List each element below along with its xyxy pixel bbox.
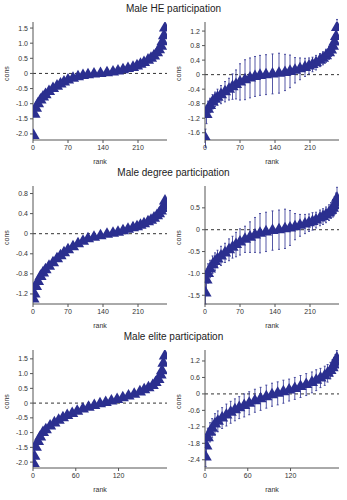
svg-text:210: 210 (132, 144, 144, 151)
svg-text:0.4: 0.4 (18, 210, 28, 217)
svg-text:0: 0 (203, 472, 207, 479)
svg-text:0.8: 0.8 (190, 42, 200, 49)
svg-text:-2.4: -2.4 (188, 456, 200, 463)
svg-text:rank: rank (265, 158, 279, 164)
svg-text:-1.0: -1.0 (16, 429, 28, 436)
svg-text:0: 0 (24, 400, 28, 407)
svg-text:70: 70 (64, 144, 72, 151)
svg-text:0: 0 (203, 144, 207, 151)
svg-text:rank: rank (93, 486, 107, 492)
svg-text:0: 0 (24, 70, 28, 77)
svg-text:1.2: 1.2 (190, 28, 200, 35)
svg-text:-0.4: -0.4 (16, 250, 28, 257)
svg-text:cons: cons (8, 230, 10, 245)
svg-text:0: 0 (196, 226, 200, 233)
svg-text:-0.4: -0.4 (188, 86, 200, 93)
svg-text:60: 60 (72, 472, 80, 479)
svg-text:1.0: 1.0 (18, 370, 28, 377)
svg-text:-0.5: -0.5 (16, 414, 28, 421)
svg-text:70: 70 (64, 308, 72, 315)
svg-text:0: 0 (31, 144, 35, 151)
svg-text:cons: cons (175, 394, 182, 409)
svg-text:70: 70 (236, 308, 244, 315)
svg-text:0.6: 0.6 (190, 374, 200, 381)
svg-text:-1.6: -1.6 (188, 129, 200, 136)
svg-text:-1.2: -1.2 (188, 115, 200, 122)
svg-text:-1.5: -1.5 (188, 292, 200, 299)
svg-text:1.0: 1.0 (18, 40, 28, 47)
svg-text:1.5: 1.5 (18, 355, 28, 362)
svg-text:-0.5: -0.5 (16, 85, 28, 92)
svg-text:-0.8: -0.8 (16, 270, 28, 277)
svg-text:-1.5: -1.5 (16, 444, 28, 451)
svg-text:-1.2: -1.2 (188, 423, 200, 430)
svg-text:-2.0: -2.0 (16, 459, 28, 466)
svg-text:0: 0 (24, 230, 28, 237)
html-text:Male elite participation: Male elite participation (123, 331, 224, 342)
svg-text:1.5: 1.5 (18, 25, 28, 32)
svg-text:cons: cons (8, 394, 10, 409)
svg-text:-1.0: -1.0 (188, 270, 200, 277)
svg-text:140: 140 (269, 144, 281, 151)
svg-text:0.5: 0.5 (18, 55, 28, 62)
svg-text:140: 140 (97, 144, 109, 151)
svg-text:rank: rank (93, 158, 107, 164)
svg-text:cons: cons (175, 230, 182, 245)
svg-text:-0.5: -0.5 (188, 248, 200, 255)
svg-text:-0.8: -0.8 (188, 100, 200, 107)
svg-text:0: 0 (196, 390, 200, 397)
svg-text:-1.2: -1.2 (16, 290, 28, 297)
html-text:Male HE participation: Male HE participation (126, 3, 221, 14)
svg-text:0: 0 (31, 472, 35, 479)
svg-text:-1.8: -1.8 (188, 440, 200, 447)
svg-text:120: 120 (285, 472, 297, 479)
svg-text:0.4: 0.4 (190, 57, 200, 64)
svg-text:210: 210 (132, 308, 144, 315)
svg-text:210: 210 (304, 308, 316, 315)
svg-text:0: 0 (31, 308, 35, 315)
svg-text:-2.0: -2.0 (16, 130, 28, 137)
svg-text:rank: rank (93, 322, 107, 328)
svg-text:0.8: 0.8 (18, 190, 28, 197)
svg-text:140: 140 (97, 308, 109, 315)
svg-text:0.5: 0.5 (190, 204, 200, 211)
svg-text:-1.5: -1.5 (16, 115, 28, 122)
svg-text:1.2: 1.2 (190, 357, 200, 364)
svg-text:0: 0 (196, 71, 200, 78)
svg-text:-1.0: -1.0 (16, 100, 28, 107)
svg-text:cons: cons (175, 66, 182, 81)
svg-text:cons: cons (8, 66, 10, 81)
html-text:Male degree participation: Male degree participation (117, 167, 230, 178)
svg-text:60: 60 (244, 472, 252, 479)
svg-text:0: 0 (203, 308, 207, 315)
svg-text:210: 210 (304, 144, 316, 151)
svg-text:140: 140 (269, 308, 281, 315)
svg-text:-0.6: -0.6 (188, 407, 200, 414)
svg-text:0.5: 0.5 (18, 385, 28, 392)
svg-text:rank: rank (265, 486, 279, 492)
svg-text:70: 70 (236, 144, 244, 151)
svg-text:rank: rank (265, 322, 279, 328)
svg-text:120: 120 (113, 472, 125, 479)
